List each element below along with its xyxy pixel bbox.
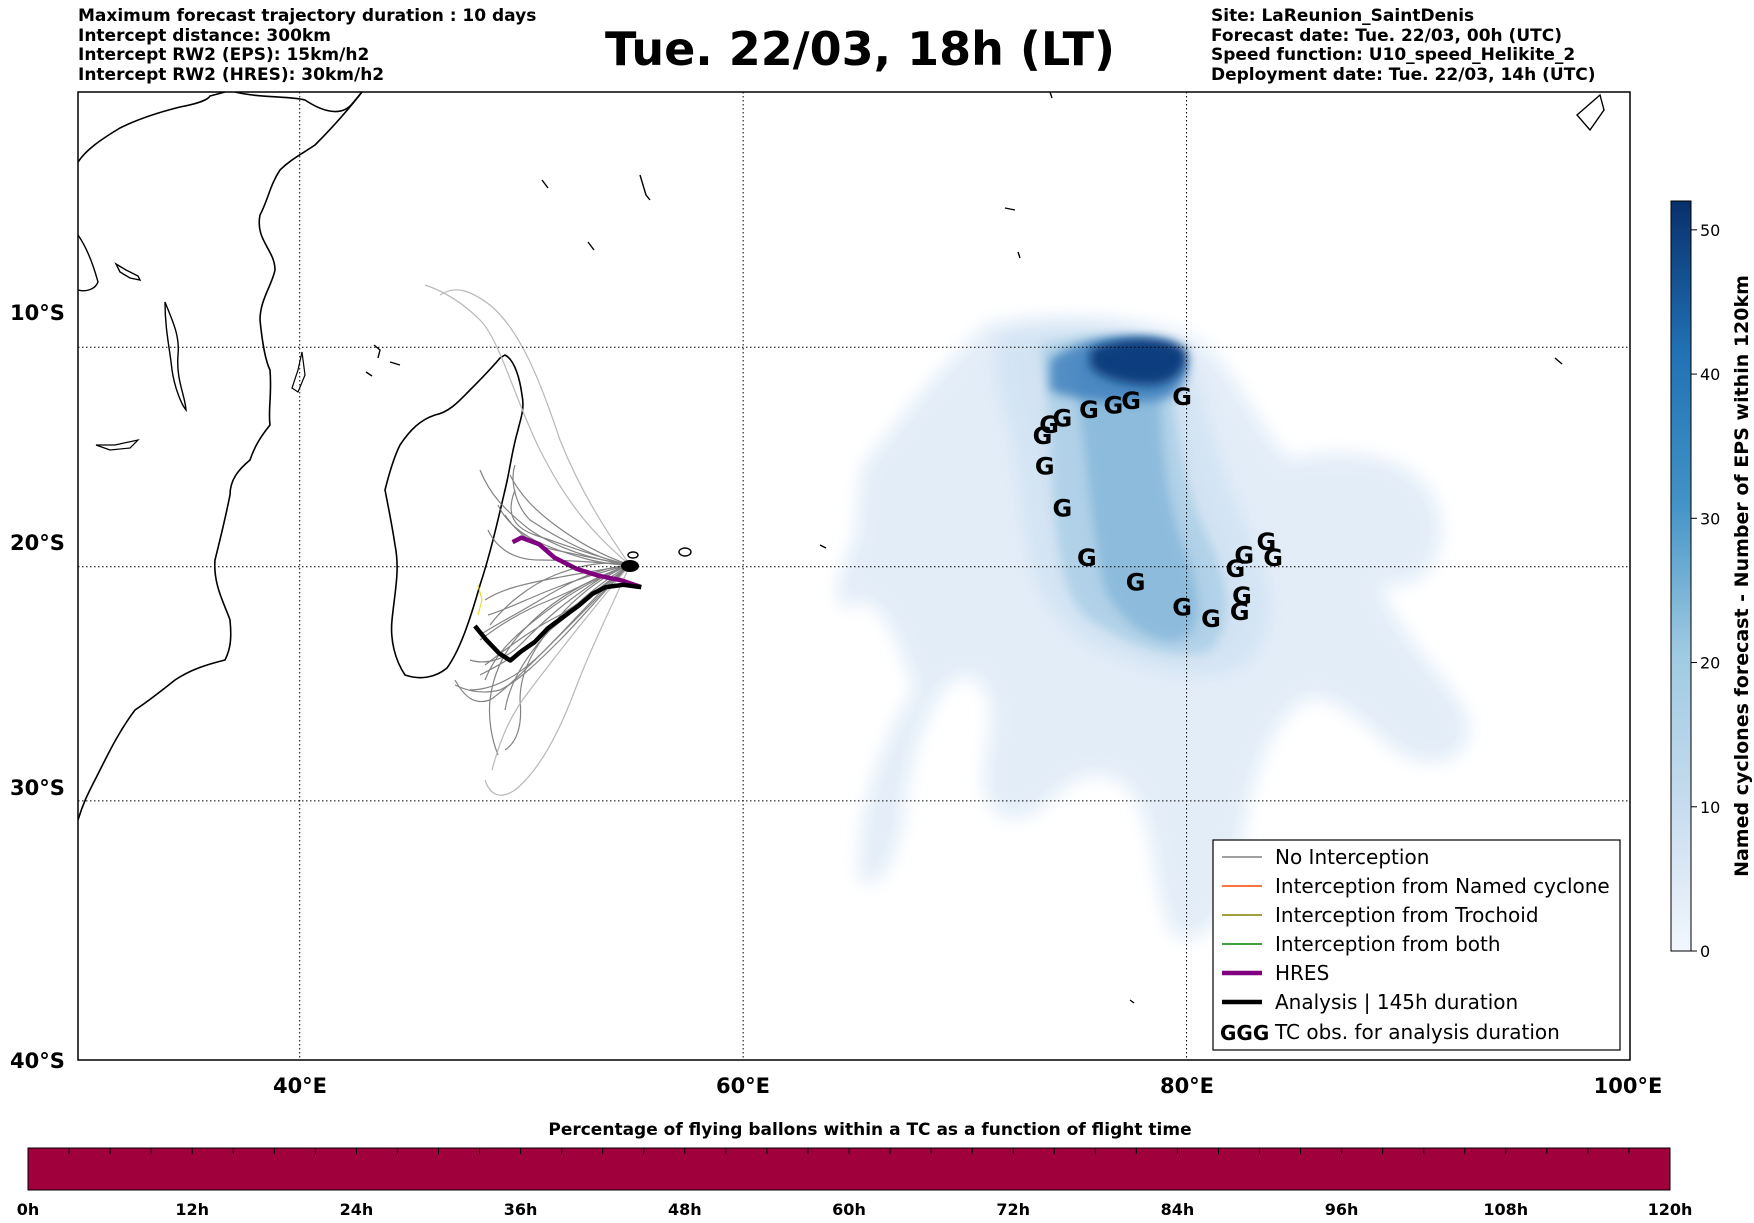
flight-time-tick-label: 0h bbox=[17, 1200, 40, 1219]
map-frame bbox=[77, 91, 1631, 1061]
lon-label-80e: 80°E bbox=[1160, 1074, 1214, 1098]
flight-time-tick-label: 24h bbox=[340, 1200, 374, 1219]
flight-time-bar-title: Percentage of flying ballons within a TC… bbox=[548, 1120, 1191, 1140]
legend-label-no-interception: No Interception bbox=[1275, 845, 1429, 869]
small-islands bbox=[365, 92, 1605, 1004]
africa-coast-north bbox=[78, 92, 363, 163]
colorbar: 0 10 20 30 40 50 Named cyclones forecast - Nu… bbox=[1670, 200, 1753, 961]
flight-time-tick-label: 48h bbox=[668, 1200, 702, 1219]
tc-obs-symbol: G bbox=[1121, 387, 1141, 415]
header-left-info: Maximum forecast trajectory duration : 1… bbox=[78, 6, 537, 85]
lon-label-100e: 100°E bbox=[1594, 1074, 1663, 1098]
tc-obs-symbol: G bbox=[1225, 555, 1245, 583]
info-line: Intercept RW2 (EPS): 15km/h2 bbox=[78, 45, 370, 65]
page-title: Tue. 22/03, 18h (LT) bbox=[605, 22, 1115, 76]
colorbar-title: Named cyclones forecast - Number of EPS … bbox=[1731, 275, 1753, 877]
lake-outline bbox=[114, 262, 142, 281]
tc-obs-symbol: G bbox=[1039, 411, 1059, 439]
colorbar-gradient bbox=[1670, 200, 1692, 952]
lat-label-40s: 40°S bbox=[10, 1049, 65, 1073]
tc-obs-symbol: G bbox=[1126, 569, 1146, 597]
lon-label-40e: 40°E bbox=[273, 1074, 327, 1098]
ensemble-trajectories-long bbox=[424, 284, 631, 796]
tc-obs-symbol: G bbox=[1079, 396, 1099, 424]
tc-obs-symbol: G bbox=[1035, 453, 1055, 481]
tc-obs-symbol: G bbox=[1077, 544, 1097, 572]
colorbar-tick-label: 10 bbox=[1700, 798, 1720, 817]
info-line: Forecast date: Tue. 22/03, 00h (UTC) bbox=[1211, 25, 1562, 46]
colorbar-ticks: 0 10 20 30 40 50 bbox=[1691, 221, 1720, 961]
flight-time-tick-label: 36h bbox=[504, 1200, 538, 1219]
colorbar-tick-label: 0 bbox=[1700, 942, 1710, 961]
flight-time-tick-label: 12h bbox=[175, 1200, 209, 1219]
flight-time-tick-label: 60h bbox=[832, 1200, 866, 1219]
hres-track bbox=[511, 535, 642, 590]
header-right-info: Site: LaReunion_SaintDenis Forecast date… bbox=[1211, 6, 1596, 85]
info-line: Intercept RW2 (HRES): 30km/h2 bbox=[78, 64, 385, 85]
lake-tanganyika-outline bbox=[164, 301, 187, 413]
flight-time-bar: Percentage of flying ballons within a TC… bbox=[17, 1120, 1693, 1219]
info-line: Speed function: U10_speed_Helikite_2 bbox=[1211, 45, 1576, 65]
legend-box bbox=[1212, 839, 1621, 1051]
lat-label-30s: 30°S bbox=[10, 776, 65, 800]
colorbar-tick-label: 40 bbox=[1700, 365, 1720, 384]
madagascar-coast bbox=[384, 354, 524, 679]
density-max-core bbox=[1090, 338, 1187, 385]
tc-obs-symbol: G bbox=[1104, 392, 1124, 420]
legend-label-hres: HRES bbox=[1275, 961, 1329, 985]
africa-coast-east bbox=[78, 92, 363, 821]
lon-label-60e: 60°E bbox=[716, 1074, 770, 1098]
info-line: Intercept distance: 300km bbox=[78, 25, 331, 46]
flight-time-tick-label: 120h bbox=[1648, 1200, 1693, 1219]
tc-obs-symbol: G bbox=[1230, 598, 1250, 626]
lake-outline-small bbox=[95, 438, 140, 451]
flight-time-tick-label: 108h bbox=[1483, 1200, 1528, 1219]
colorbar-tick-label: 20 bbox=[1700, 654, 1720, 673]
eps-density-field bbox=[837, 317, 1469, 939]
flight-time-bar-fill bbox=[27, 1147, 1671, 1191]
density-track-core bbox=[1075, 355, 1198, 641]
flight-time-tick-label: 72h bbox=[996, 1200, 1030, 1219]
tc-obs-symbol: G bbox=[1232, 582, 1252, 610]
tc-obs-symbol: G bbox=[1053, 495, 1073, 523]
info-line: Maximum forecast trajectory duration : 1… bbox=[78, 6, 537, 26]
gridlines bbox=[78, 92, 1630, 1060]
info-line: Deployment date: Tue. 22/03, 14h (UTC) bbox=[1211, 64, 1596, 85]
tc-obs-symbol: G bbox=[1053, 405, 1073, 433]
tc-obs-symbol: G bbox=[1172, 594, 1192, 622]
analysis-track bbox=[473, 582, 642, 663]
legend-label-both: Interception from both bbox=[1275, 932, 1501, 956]
legend-label-tc-obs: TC obs. for analysis duration bbox=[1274, 1020, 1560, 1044]
legend-label-analysis: Analysis | 145h duration bbox=[1275, 990, 1518, 1014]
reunion-island bbox=[621, 560, 639, 572]
legend-label-named-cyclone: Interception from Named cyclone bbox=[1275, 874, 1610, 898]
lat-label-10s: 10°S bbox=[10, 301, 65, 325]
legend-swatch-tc-obs: GGG bbox=[1220, 1021, 1269, 1045]
trochoid-interception-segment bbox=[477, 584, 483, 616]
flight-time-tick-label: 84h bbox=[1161, 1200, 1195, 1219]
colorbar-tick-label: 50 bbox=[1700, 221, 1720, 240]
tc-obs-symbol: G bbox=[1033, 422, 1053, 450]
tc-obs-symbol: G bbox=[1172, 383, 1192, 411]
info-line: Site: LaReunion_SaintDenis bbox=[1211, 6, 1475, 26]
colorbar-tick-label: 30 bbox=[1700, 509, 1720, 528]
flight-time-ticks: 0h 12h 24h 36h 48h 60h 72h 84h 96h 108h 120h bbox=[17, 1148, 1693, 1219]
lat-label-20s: 20°S bbox=[10, 531, 65, 555]
tc-obs-symbol: G bbox=[1234, 542, 1254, 570]
lake-malawi-outline bbox=[291, 351, 306, 393]
tc-obs-symbol: G bbox=[1257, 528, 1277, 556]
flight-time-tick-label: 96h bbox=[1325, 1200, 1359, 1219]
tc-obs-symbol: G bbox=[1201, 605, 1221, 633]
legend: No Interception Interception from Named … bbox=[1212, 839, 1621, 1051]
tc-obs-symbol: G bbox=[1263, 544, 1283, 572]
lake-victoria-outline bbox=[78, 234, 99, 292]
legend-label-trochoid: Interception from Trochoid bbox=[1275, 903, 1539, 927]
